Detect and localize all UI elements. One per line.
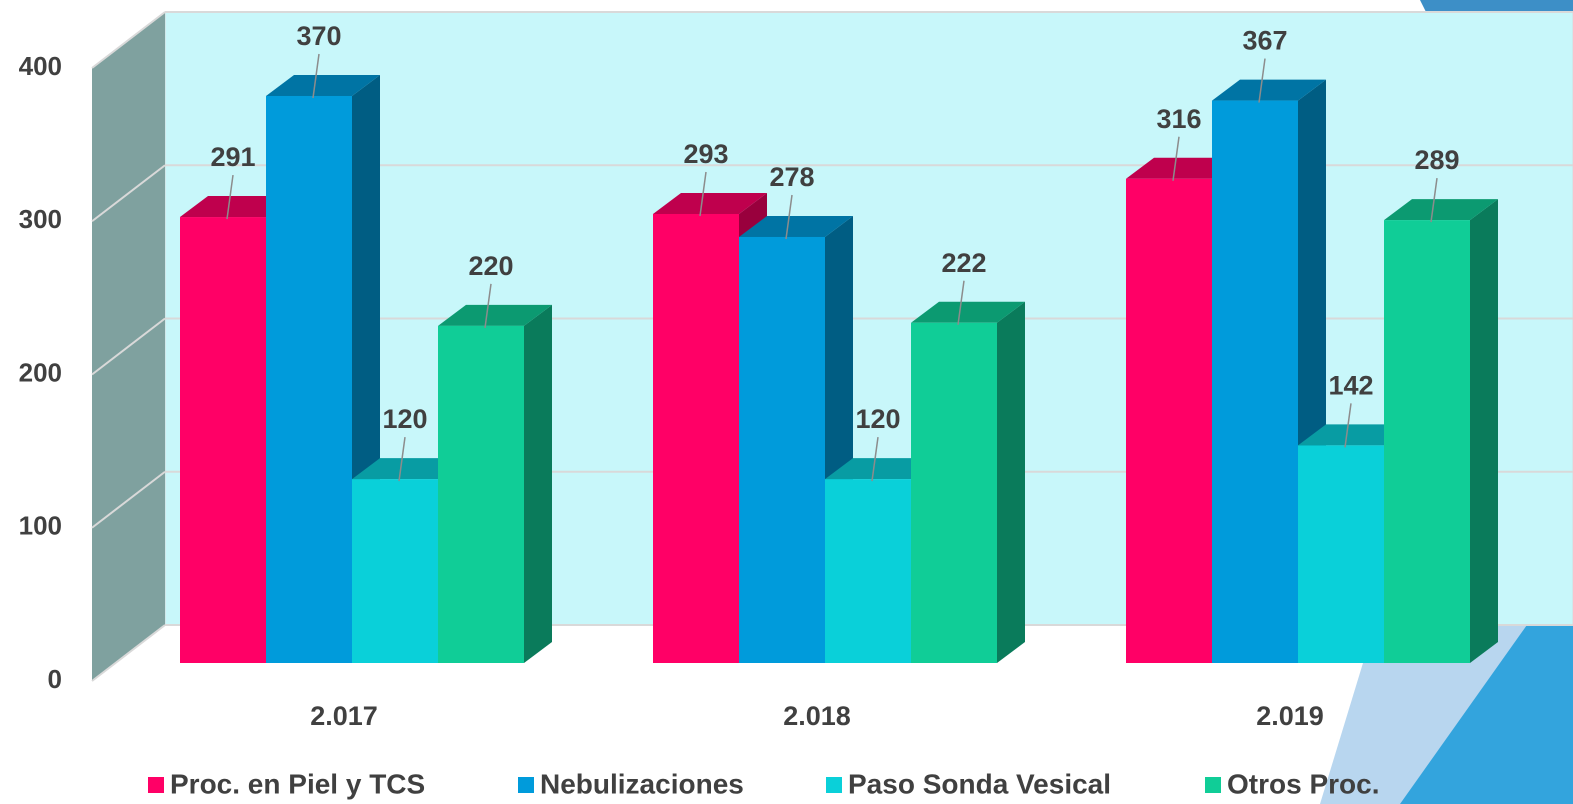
- value-label: 291: [210, 142, 255, 172]
- value-label: 120: [855, 404, 900, 434]
- bar: [1126, 178, 1212, 664]
- value-label: 367: [1242, 26, 1287, 56]
- grid-line: [91, 624, 166, 682]
- value-label: 222: [941, 248, 986, 278]
- y-tick-label: 400: [19, 51, 62, 81]
- bar-side: [1470, 199, 1498, 664]
- bar-side: [997, 301, 1025, 663]
- legend-swatch: [826, 777, 842, 793]
- grid-line: [91, 317, 166, 376]
- bar-top: [1212, 79, 1326, 101]
- bar-top: [1384, 199, 1498, 221]
- marks: 2.017 2.018 2.019 291 370 120 220 293 278 120 222 3…: [180, 21, 1498, 731]
- legend: Proc. en Piel y TCS Nebulizaciones Paso So…: [148, 768, 1379, 799]
- bar: [266, 95, 352, 664]
- x-tick-label: 2.019: [1256, 701, 1324, 731]
- bar: [1212, 100, 1298, 663]
- value-label: 142: [1328, 371, 1373, 401]
- leader-line: [785, 194, 793, 240]
- bar-top: [1126, 157, 1240, 179]
- value-label: 120: [382, 404, 427, 434]
- legend-swatch: [1205, 777, 1221, 793]
- grid-line: [91, 164, 166, 223]
- bar-top: [653, 192, 767, 214]
- legend-label: Nebulizaciones: [540, 768, 744, 799]
- bar: [739, 236, 825, 663]
- leader-line: [484, 283, 492, 328]
- bar: [1384, 220, 1470, 664]
- leader-line: [398, 436, 406, 482]
- grid-line: [91, 470, 166, 529]
- grid-line: [91, 11, 166, 69]
- bar: [653, 213, 739, 664]
- bar-side: [524, 304, 552, 663]
- y-tick-label: 300: [19, 204, 62, 234]
- legend-label: Proc. en Piel y TCS: [170, 768, 425, 799]
- x-tick-label: 2.017: [310, 701, 378, 731]
- leader-line: [226, 174, 234, 220]
- value-label: 370: [296, 21, 341, 51]
- value-label: 278: [769, 162, 814, 192]
- bar-top: [739, 215, 853, 237]
- leader-line: [957, 280, 965, 325]
- bar-top: [180, 196, 294, 218]
- y-tick-label: 200: [19, 357, 62, 387]
- legend-swatch: [148, 777, 164, 793]
- legend-swatch: [518, 777, 534, 793]
- bar: [911, 322, 997, 663]
- leader-line: [1344, 403, 1352, 448]
- bar-top: [911, 301, 1025, 323]
- y-tick-label: 0: [48, 664, 62, 694]
- bar-top: [438, 304, 552, 326]
- x-tick-label: 2.018: [783, 701, 851, 731]
- leader-line: [699, 171, 707, 217]
- bar-top: [266, 74, 380, 96]
- bar: [825, 479, 911, 663]
- leader-line: [871, 436, 879, 482]
- bar: [352, 479, 438, 663]
- legend-label: Otros Proc.: [1227, 768, 1379, 799]
- bar-top: [1298, 424, 1412, 446]
- value-label: 316: [1156, 104, 1201, 134]
- leader-line: [312, 53, 320, 99]
- legend-label: Paso Sonda Vesical: [848, 768, 1111, 799]
- leader-line: [1430, 178, 1438, 223]
- value-label: 293: [683, 139, 728, 169]
- y-tick-label: 100: [19, 511, 62, 541]
- bar-top: [825, 458, 939, 480]
- bar-top: [352, 458, 466, 480]
- bar: [438, 325, 524, 663]
- value-label: 220: [468, 251, 513, 281]
- bar: [180, 217, 266, 664]
- value-label: 289: [1414, 145, 1459, 175]
- leader-line: [1172, 136, 1180, 181]
- bar: [1298, 445, 1384, 663]
- leader-line: [1258, 58, 1266, 103]
